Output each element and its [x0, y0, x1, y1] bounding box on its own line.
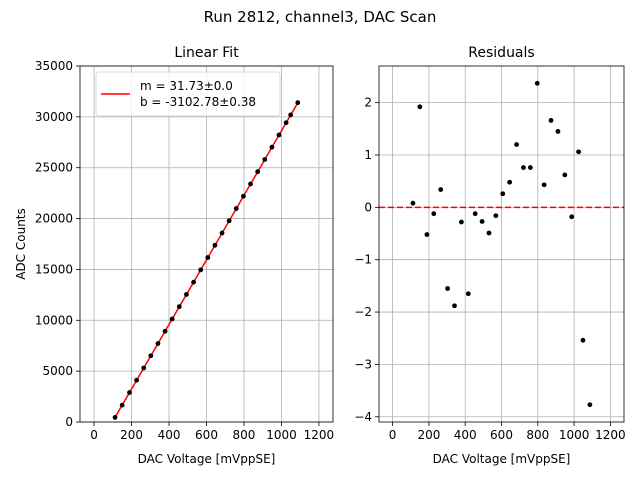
fit-line	[114, 102, 299, 418]
data-point	[458, 219, 464, 225]
data-point	[555, 129, 561, 134]
legend-box	[95, 71, 281, 117]
legend-entry: b = -3102.78±0.38	[140, 95, 256, 109]
data-point	[417, 104, 423, 110]
data-point	[500, 191, 506, 197]
x-tick-label: 0	[90, 428, 98, 442]
data-point	[169, 316, 175, 322]
data-point	[580, 337, 586, 343]
y-tick-label: 35000	[35, 59, 73, 73]
data-point	[191, 279, 196, 285]
data-point	[205, 255, 211, 260]
legend-entry: m = 31.73±0.0	[140, 79, 233, 93]
data-point	[141, 365, 147, 371]
x-axis-label: DAC Voltage [mVppSE]	[138, 452, 276, 466]
y-tick-label: 10000	[35, 313, 73, 327]
data-point	[248, 181, 253, 187]
data-point	[431, 211, 437, 217]
x-tick-label: 1200	[304, 428, 335, 442]
data-point	[541, 182, 547, 188]
axes-frame	[79, 65, 334, 423]
linear-fit-panel: 0 200 400 600 800 1000 1200 0 5000 10000 15000 2000…	[14, 45, 334, 466]
data-point	[269, 144, 275, 150]
data-point	[198, 267, 204, 273]
data-point	[410, 200, 416, 206]
x-tick-label: 0	[389, 428, 397, 442]
data-point	[438, 187, 444, 192]
data-point	[493, 213, 499, 219]
panel-title: Residuals	[468, 45, 534, 61]
x-axis-label: DAC Voltage [mVppSE]	[433, 452, 571, 466]
y-tick-label: 25000	[35, 161, 73, 175]
x-tick-label: 1200	[595, 428, 626, 442]
y-tick-label: −3	[354, 357, 372, 371]
data-point	[127, 390, 132, 395]
data-point	[155, 341, 161, 346]
data-point	[288, 112, 294, 118]
data-point	[548, 118, 554, 123]
y-tick-label: 20000	[35, 212, 73, 226]
x-tick-label: 800	[526, 428, 549, 442]
x-tick-label: 800	[233, 428, 256, 442]
data-point	[212, 242, 218, 248]
data-point	[226, 218, 232, 224]
x-tick-label: 1000	[559, 428, 590, 442]
data-point	[176, 304, 182, 310]
residuals-panel: 0 200 400 600 800 1000 1200 −4 −3 −2 −1 0 1 2 Residual…	[354, 45, 625, 466]
data-point	[514, 142, 519, 147]
data-point	[587, 402, 593, 408]
data-point	[569, 214, 575, 220]
x-tick-label: 200	[120, 428, 143, 442]
axes-frame	[378, 65, 625, 423]
x-tick-label: 1000	[266, 428, 297, 442]
data-point	[241, 193, 246, 199]
y-tick-label: −1	[354, 253, 372, 267]
y-tick-label: 1	[364, 148, 372, 162]
data-point	[233, 206, 239, 211]
data-point	[479, 219, 485, 224]
data-point	[527, 165, 533, 170]
data-point	[465, 291, 471, 297]
data-point	[452, 303, 457, 309]
data-point	[424, 232, 430, 237]
x-tick-label: 600	[490, 428, 513, 442]
data-point	[262, 157, 268, 162]
figure-title: Run 2812, channel3, DAC Scan	[204, 8, 437, 26]
y-tick-label: 5000	[42, 364, 73, 378]
y-tick-label: 15000	[35, 262, 73, 276]
data-point	[534, 80, 540, 86]
data-point	[184, 292, 189, 297]
data-point	[276, 132, 282, 138]
data-point	[295, 100, 301, 106]
data-point	[219, 230, 225, 236]
y-tick-label: 0	[65, 415, 73, 429]
y-tick-label: −4	[354, 410, 372, 424]
panel-title: Linear Fit	[174, 45, 239, 61]
data-point	[162, 328, 168, 334]
data-point	[134, 377, 139, 383]
data-point	[507, 179, 513, 185]
x-tick-label: 200	[417, 428, 440, 442]
data-point	[112, 415, 118, 420]
x-tick-label: 400	[454, 428, 477, 442]
data-point	[255, 169, 261, 175]
data-point	[119, 402, 125, 408]
data-point	[472, 211, 478, 217]
data-point	[562, 172, 568, 178]
y-tick-label: 0	[364, 200, 372, 214]
data-point	[576, 149, 582, 155]
data-point	[148, 353, 154, 359]
x-tick-label: 600	[195, 428, 218, 442]
data-point	[445, 286, 450, 291]
y-axis-label: ADC Counts	[14, 208, 28, 280]
y-tick-label: 30000	[35, 110, 73, 124]
data-point	[283, 120, 289, 126]
data-point	[486, 230, 492, 236]
data-point	[521, 165, 526, 170]
x-tick-label: 400	[158, 428, 181, 442]
y-tick-label: −2	[354, 305, 372, 319]
y-tick-label: 2	[364, 96, 372, 110]
